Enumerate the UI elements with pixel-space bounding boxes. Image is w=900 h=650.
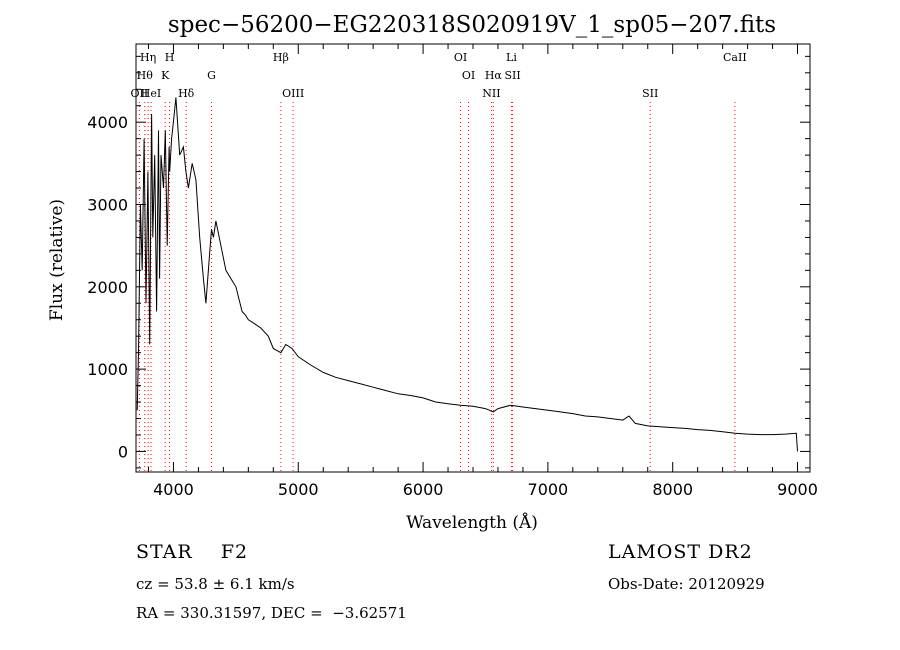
chart-title: spec−56200−EG220318S020919V_1_sp05−207.f… <box>168 12 776 38</box>
spectral-line-label: Hθ <box>137 69 154 82</box>
spectral-line-label: Hα <box>485 69 503 82</box>
y-tick-label: 2000 <box>87 278 128 297</box>
x-tick-label: 9000 <box>777 480 818 499</box>
spectrum-line <box>136 97 798 452</box>
spectral-line-label: Hβ <box>273 51 289 64</box>
y-tick-label: 1000 <box>87 360 128 379</box>
y-tick-label: 3000 <box>87 196 128 215</box>
x-axis-label: Wavelength (Å) <box>406 512 538 533</box>
plot-frame <box>135 43 811 473</box>
x-tick-label: 4000 <box>153 480 194 499</box>
spectral-line-label: OI <box>462 69 475 82</box>
spectral-line-label: CaII <box>723 51 747 64</box>
spectral-line-label: Li <box>506 51 517 64</box>
x-tick-label: 6000 <box>403 480 444 499</box>
spectral-line-label: HeI <box>141 87 161 100</box>
spectral-line-label: NII <box>482 87 500 100</box>
observation-date: Obs-Date: 20120929 <box>608 575 765 593</box>
spectral-line-label: SII <box>642 87 658 100</box>
ra-dec: RA = 330.31597, DEC = −3.62571 <box>136 604 407 622</box>
y-tick-label: 0 <box>118 442 128 461</box>
x-tick-label: 5000 <box>278 480 319 499</box>
spectral-line-label: SII <box>504 69 520 82</box>
y-tick-label: 4000 <box>87 113 128 132</box>
x-tick-label: 7000 <box>528 480 569 499</box>
x-tick-label: 8000 <box>652 480 693 499</box>
spectral-line-label: Hη <box>140 51 156 64</box>
spectral-line-label: K <box>161 69 170 82</box>
spectral-line-label: OII <box>131 87 149 100</box>
plot-area: 4000 5000 6000 7000 8000 9000 0 1000 2000 3000 400… <box>87 43 818 499</box>
redshift-cz: cz = 53.8 ± 6.1 km/s <box>136 575 295 593</box>
y-axis-label: Flux (relative) <box>47 199 67 321</box>
spectral-line-label: H <box>165 51 175 64</box>
spectral-line-label: OI <box>454 51 467 64</box>
survey-name: LAMOST DR2 <box>608 541 753 563</box>
spectral-line-label: G <box>207 69 216 82</box>
spectral-line-label: OIII <box>282 87 304 100</box>
object-class: STAR F2 <box>136 541 249 563</box>
spectral-line-label: Hδ <box>178 87 195 100</box>
